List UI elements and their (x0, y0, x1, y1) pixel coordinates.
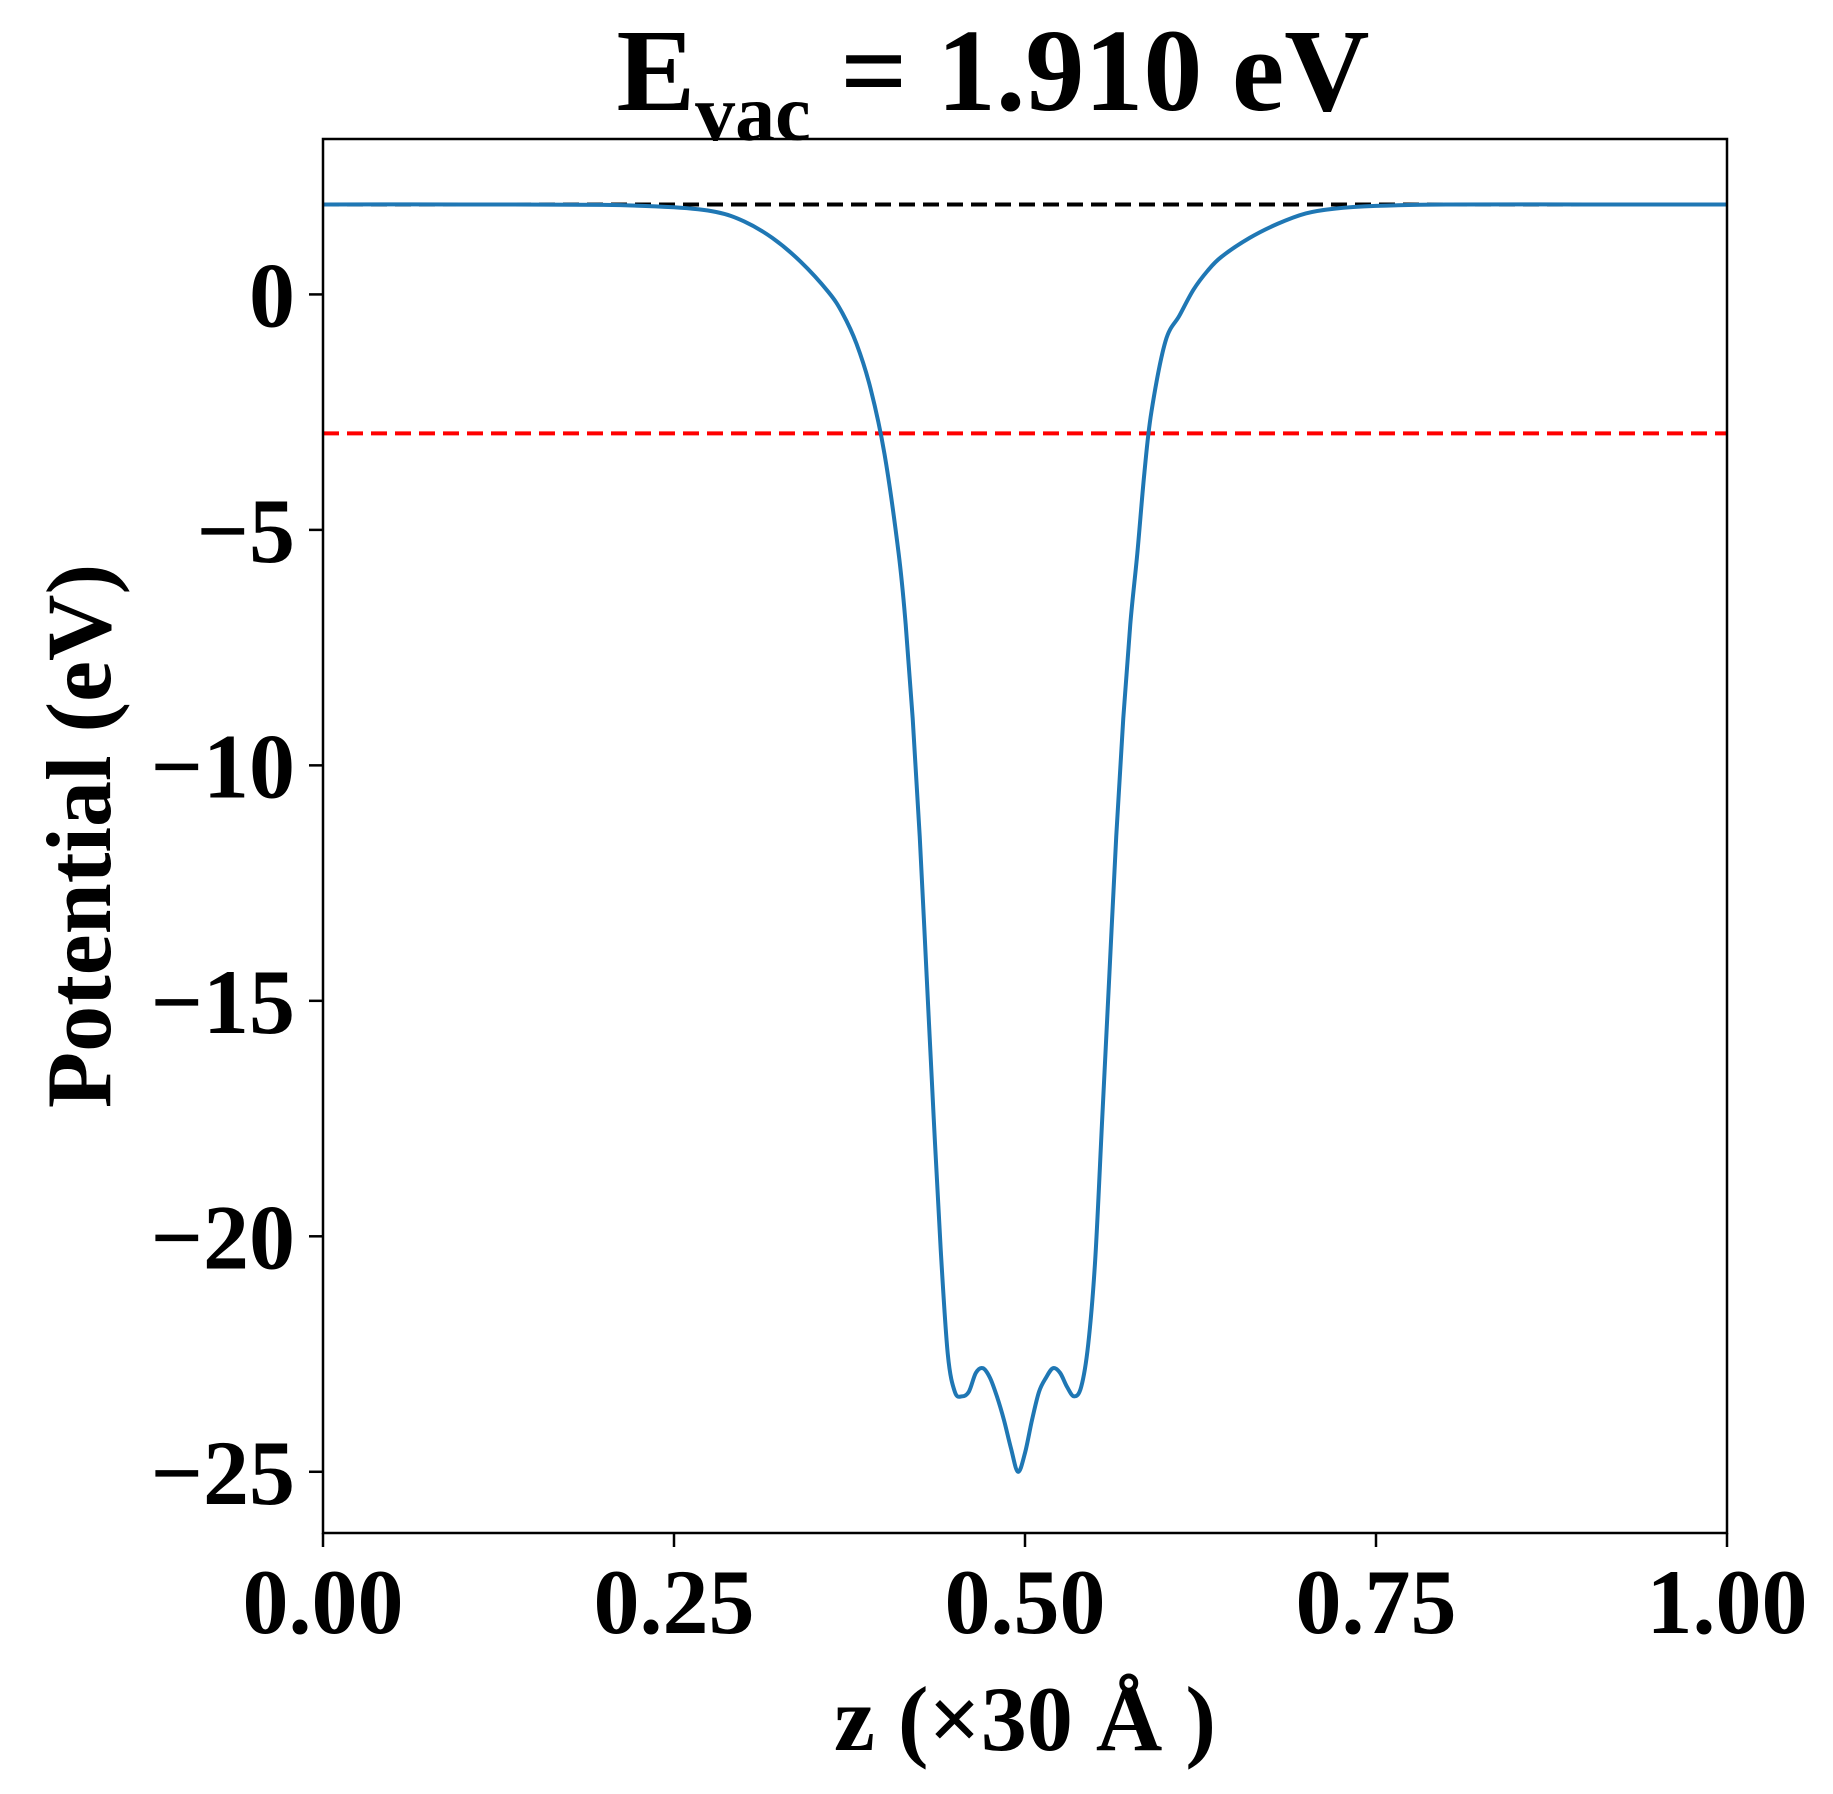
plot-area (321, 137, 1729, 1535)
chart-title-prefix: E (616, 5, 695, 136)
chart-title-subscript: vac (695, 70, 811, 158)
x-tick-label: 0.00 (243, 1551, 404, 1653)
y-tick-label: 0 (249, 244, 295, 346)
chart-title-suffix: = 1.910 eV (811, 5, 1370, 136)
series-line-0 (323, 202, 1727, 1474)
y-tick-label: −25 (151, 1422, 295, 1524)
y-axis-ticks: 0 −5 −10 −15 −20 −25 (151, 244, 323, 1524)
x-tick-label: 1.00 (1647, 1551, 1808, 1653)
x-axis-ticks: 0.00 0.25 0.50 0.75 1.00 (243, 1533, 1808, 1653)
y-tick-label: −10 (151, 715, 295, 817)
y-tick-label: −5 (197, 480, 295, 582)
y-tick-label: −15 (151, 951, 295, 1053)
chart-title: Evac = 1.910 eV (616, 5, 1369, 158)
x-axis-label: z (×30 Å ) (834, 1668, 1216, 1770)
series-group (323, 202, 1727, 1474)
x-tick-label: 0.50 (945, 1551, 1106, 1653)
y-tick-label: −20 (151, 1186, 295, 1288)
y-axis-label: Potential (eV) (28, 564, 130, 1108)
reference-lines (323, 202, 1727, 436)
x-tick-label: 0.25 (594, 1551, 755, 1653)
plot-frame (321, 137, 1729, 1535)
x-tick-label: 0.75 (1296, 1551, 1457, 1653)
